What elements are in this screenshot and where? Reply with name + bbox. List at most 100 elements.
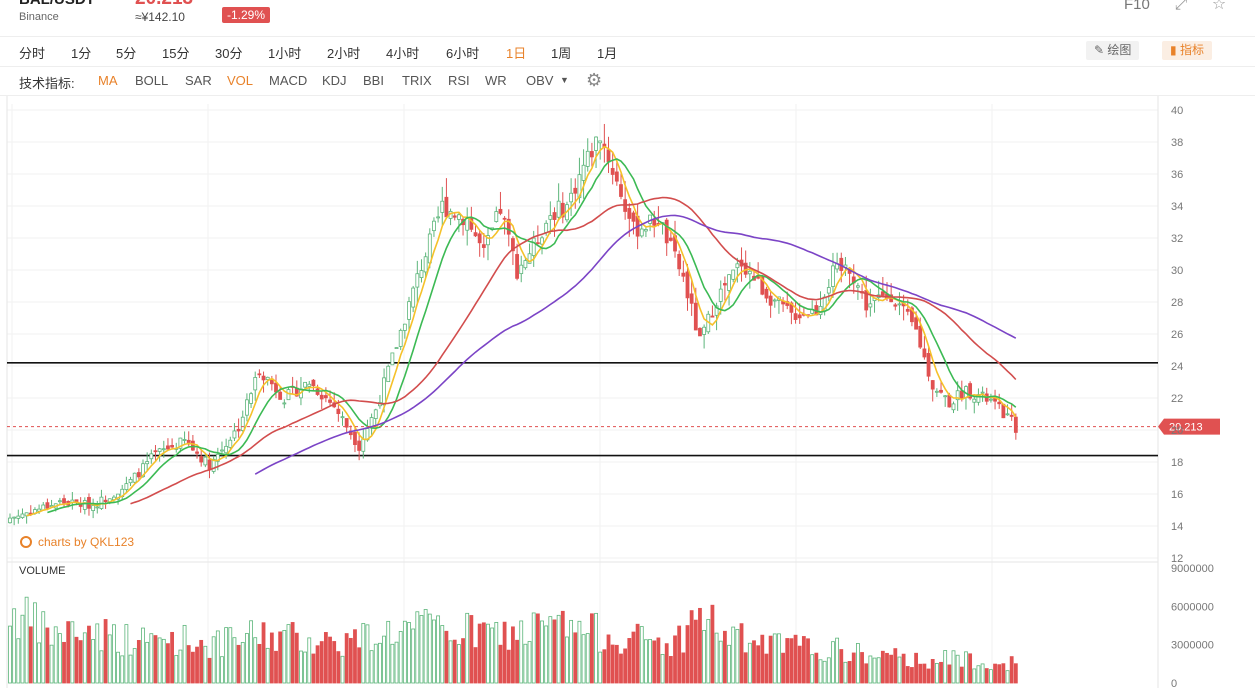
volume-bar	[473, 647, 478, 684]
volume-bar	[656, 637, 661, 684]
candle-body	[698, 327, 702, 337]
candle	[685, 263, 690, 311]
tf-fenshi[interactable]: 分时	[19, 46, 46, 61]
star-icon[interactable]: ☆	[1211, 0, 1227, 13]
tf-30min[interactable]: 30分	[215, 46, 243, 61]
volume-bar	[415, 611, 420, 684]
volume-bar	[452, 639, 457, 684]
tf-4hour[interactable]: 4小时	[386, 46, 420, 61]
candle	[934, 388, 939, 397]
ind-boll[interactable]: BOLL	[135, 73, 169, 88]
ind-bbi[interactable]: BBI	[363, 73, 384, 88]
tf-5min[interactable]: 5分	[116, 46, 137, 61]
candle-body	[652, 219, 657, 226]
price-chart[interactable]: 20.213 40 38 36 34 32 30 28 26 24 22 20 18 16 14 129000…	[0, 96, 1255, 691]
volume-bar	[128, 654, 133, 684]
volume-bar	[411, 628, 416, 684]
volume-bar	[269, 632, 274, 684]
candle	[722, 276, 727, 301]
candle	[477, 230, 482, 257]
candle	[12, 516, 17, 526]
volume-bar	[602, 649, 607, 684]
candle	[993, 389, 997, 410]
candle	[768, 291, 773, 318]
tf-1hour[interactable]: 1小时	[268, 46, 302, 61]
candle-body	[1001, 403, 1006, 419]
ind-sar[interactable]: SAR	[185, 73, 212, 88]
candle-body	[544, 222, 549, 233]
volume-bar	[565, 636, 569, 684]
candle-body	[398, 329, 403, 347]
ind-trix[interactable]: TRIX	[402, 73, 432, 88]
tf-2hour[interactable]: 2小时	[327, 46, 361, 61]
ind-ma[interactable]: MA	[98, 73, 118, 88]
candle	[228, 436, 233, 450]
candle	[398, 328, 403, 351]
indicator-bar: 技术指标: MA BOLL SAR VOL MACD KDJ BBI TRIX …	[0, 66, 1255, 96]
tf-1week[interactable]: 1周	[551, 46, 572, 61]
fullscreen-icon[interactable]: ⤢	[1174, 0, 1188, 13]
candle-body	[581, 164, 586, 181]
tf-1min[interactable]: 1分	[71, 46, 92, 61]
candle-body	[82, 500, 87, 510]
candle	[357, 432, 362, 461]
volume-bar	[926, 668, 931, 684]
volume-bar	[560, 610, 565, 684]
ind-rsi[interactable]: RSI	[448, 73, 470, 88]
candle	[278, 386, 283, 400]
candle-body	[249, 393, 253, 404]
candle	[419, 259, 424, 283]
volume-bar	[203, 645, 208, 684]
candle	[78, 497, 83, 513]
timeframe-bar: 分时 1分 5分 15分 30分 1小时 2小时 4小时 6小时 1日 1周 1…	[0, 36, 1255, 65]
volume-bar	[323, 632, 328, 684]
candle	[161, 440, 166, 458]
candle-body	[685, 271, 690, 299]
volume-bar	[619, 653, 623, 684]
candle-body	[681, 272, 686, 277]
volume-bar	[265, 647, 270, 684]
indicator-button[interactable]: ▮ 指标	[1162, 41, 1212, 60]
tf-1month[interactable]: 1月	[597, 46, 618, 61]
chevron-down-icon[interactable]: ▼	[560, 75, 569, 85]
tf-15min[interactable]: 15分	[162, 46, 190, 61]
candle-body	[668, 237, 673, 241]
candle-body	[328, 399, 332, 403]
ind-kdj[interactable]: KDJ	[322, 73, 347, 88]
tf-1day[interactable]: 1日	[506, 46, 527, 61]
candle	[702, 324, 707, 349]
volume-bar	[336, 651, 341, 684]
f10-link[interactable]: F10	[1124, 0, 1150, 13]
candle-body	[477, 233, 482, 244]
candle-body	[149, 453, 154, 460]
candle-body	[124, 483, 129, 491]
volume-bar	[910, 667, 914, 684]
candle-body	[772, 299, 777, 302]
candle-body	[598, 140, 603, 144]
volume-bar	[91, 639, 96, 684]
ma30-line	[130, 196, 1017, 505]
ind-vol[interactable]: VOL	[227, 73, 254, 88]
candle	[344, 418, 349, 433]
candle-body	[432, 220, 436, 232]
price-tick-label: 40	[1171, 105, 1183, 117]
tf-6hour[interactable]: 6小时	[446, 46, 480, 61]
volume-bar	[914, 652, 918, 684]
volume-bar	[951, 650, 956, 684]
gear-icon[interactable]: ⚙	[586, 70, 603, 90]
volume-bar	[756, 645, 761, 684]
volume-bar	[831, 641, 835, 684]
candle-body	[203, 456, 208, 466]
candle-body	[515, 254, 519, 279]
candle-body	[103, 499, 108, 503]
candle	[132, 472, 137, 484]
ind-obv[interactable]: OBV	[526, 73, 554, 88]
volume-bar	[299, 650, 303, 684]
volume-bar	[793, 634, 798, 684]
price-tick-label: 34	[1171, 201, 1183, 213]
candle-body	[128, 478, 133, 484]
draw-button[interactable]: ✎ 绘图	[1086, 41, 1140, 60]
candle	[423, 252, 428, 278]
ind-wr[interactable]: WR	[485, 73, 507, 88]
ind-macd[interactable]: MACD	[269, 73, 308, 88]
